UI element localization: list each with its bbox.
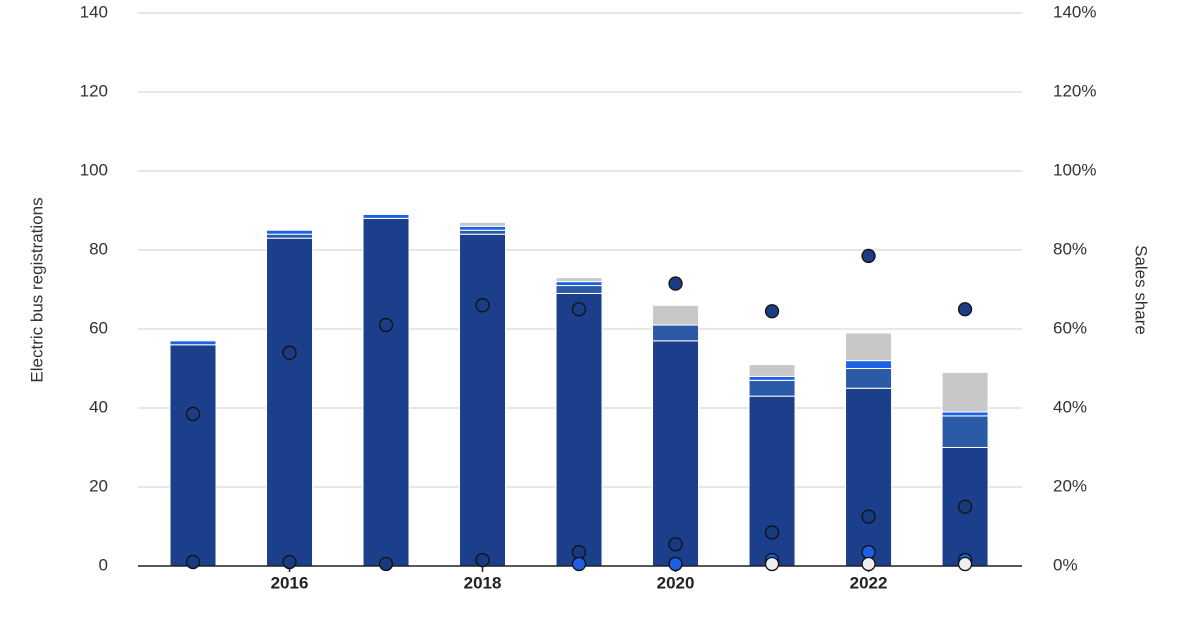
y2-tick-label: 140% [1053,2,1096,21]
y2-tick-label: 20% [1053,476,1087,495]
bar-segment [459,221,507,227]
point [668,556,683,572]
bar-segment [362,217,410,567]
y2-axis-label: Sales share [1132,245,1151,335]
bar-segment [748,375,796,381]
point [475,552,490,568]
point [957,499,973,514]
point [378,317,394,333]
point [571,545,587,560]
point [475,298,490,313]
point [185,406,201,422]
y-tick-label: 40 [89,397,108,416]
point [861,556,876,572]
bar-segment [941,415,989,448]
bar-segment [652,324,700,342]
y2-tick-label: 40% [1053,397,1087,416]
y2-tick-label: 80% [1053,239,1087,258]
bar-segment [169,340,217,346]
bar-segment [941,411,989,417]
y-tick-label: 80 [89,239,108,258]
bar-segment [941,371,989,413]
bar-segment [555,292,603,567]
point [861,545,876,560]
point [764,304,780,319]
bar-segment [266,229,314,235]
bar-segment [748,364,796,377]
x-tick-label: 2022 [850,573,888,592]
bar-segment [845,387,893,567]
y2-tick-label: 0% [1053,555,1078,574]
point [668,276,683,291]
point [668,537,683,552]
bar-segment [652,304,700,326]
y2-tick-label: 120% [1053,81,1096,100]
point [571,556,587,572]
x-tick-label: 2016 [271,573,309,592]
bar-segment [459,225,507,231]
y-tick-label: 0 [99,555,108,574]
point [282,554,297,570]
point [571,302,587,317]
point [764,556,780,572]
x-tick-label: 2018 [464,573,502,592]
point [185,554,201,570]
bar-segment [845,360,893,370]
y-axis-label: Electric bus registrations [27,197,46,382]
y-tick-label: 100 [80,160,108,179]
point [764,525,780,540]
bar-segment [362,213,410,219]
y-tick-label: 20 [89,476,108,495]
bar-segment [748,379,796,397]
bar-segment [169,344,217,567]
bar-segment [845,368,893,389]
bar-segment [459,233,507,567]
bar-segment [555,277,603,283]
point [957,302,973,317]
bar-segment [555,285,603,294]
bar-segment [459,229,507,235]
bar-segment [266,233,314,239]
y-tick-label: 60 [89,318,108,337]
bar-segment [748,395,796,567]
point [378,556,394,572]
bar-segment [652,340,700,567]
y-tick-label: 140 [80,2,108,21]
point [861,509,876,524]
bar-segment [845,332,893,362]
bar-segment [266,237,314,567]
point [282,345,297,360]
y-tick-label: 120 [80,81,108,100]
y2-tick-label: 100% [1053,160,1096,179]
x-tick-label: 2020 [657,573,695,592]
y2-tick-label: 60% [1053,318,1087,337]
point [957,556,973,572]
bar-segment [555,281,603,287]
point [861,248,876,264]
